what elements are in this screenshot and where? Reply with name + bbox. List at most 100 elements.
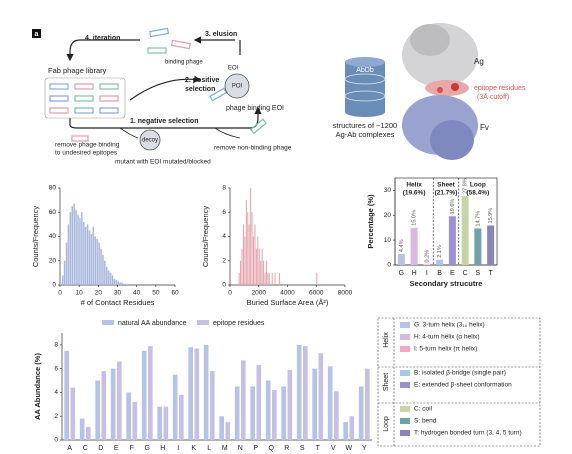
x-tick-label: V [331, 445, 336, 452]
histogram-bar [61, 275, 64, 285]
histogram-bar [251, 212, 253, 285]
remove-undesired-label: remove phage binding [55, 142, 120, 149]
bar [241, 360, 246, 440]
legend-label: I: 5-turn helix (π helix) [414, 346, 477, 353]
histogram-bar [92, 226, 95, 285]
legend-label: G: 3-turn helix (3₁₀ helix) [414, 322, 485, 329]
bar [410, 227, 418, 265]
epitope [437, 87, 443, 93]
histogram-bar [255, 248, 257, 285]
panel-label-box [32, 29, 41, 38]
histogram-bar [258, 248, 260, 285]
histogram-bar [254, 224, 256, 285]
bar [117, 361, 122, 440]
epitope [425, 80, 469, 96]
group-label: Loop [470, 182, 486, 189]
x-tick-label: 10 [76, 290, 84, 297]
histogram-bar [257, 236, 259, 285]
bar [163, 406, 169, 440]
x-tick-label: K [191, 445, 196, 452]
panel-label: a [35, 31, 39, 38]
fv-label: Fv [480, 123, 489, 132]
y-tick-label: 6 [222, 209, 226, 216]
histogram-bar [69, 212, 72, 285]
legend-swatch [102, 320, 114, 325]
x-tick-label: H [160, 445, 165, 452]
histogram-bar [107, 270, 110, 285]
value-label: 0.2% [424, 250, 430, 263]
db-body [345, 62, 385, 112]
bar [474, 228, 482, 265]
bar [101, 371, 107, 440]
bar [436, 259, 444, 265]
library-label: Fab phage library [48, 66, 107, 75]
x-tick-label: 4000 [280, 290, 295, 297]
legend-swatch [400, 334, 410, 340]
x-tick-label: M [222, 445, 228, 452]
x-tick-label: I [177, 445, 179, 452]
histogram-bar [250, 188, 252, 285]
x-tick-label: 20 [95, 290, 103, 297]
bar [272, 390, 277, 440]
bar [343, 422, 348, 440]
x-tick-label: L [207, 445, 211, 452]
histogram-bar [104, 260, 106, 285]
legend-swatch [400, 406, 410, 412]
elusion-label: 3. elusion [205, 31, 237, 38]
x-tick-label: 50 [152, 290, 160, 297]
x-tick-label: B [437, 270, 442, 277]
histogram-bar [109, 272, 112, 285]
histogram-bar [238, 272, 240, 285]
histogram-bar [121, 282, 123, 285]
database: AbDb structures of ~1200 Ag-Ab complexes [333, 57, 397, 139]
histogram-bar [247, 212, 249, 285]
y-tick-label: 0 [222, 282, 226, 289]
epitope-label: (3Å cutoff) [477, 92, 509, 101]
value-label: 27.8% [463, 178, 469, 194]
x-tick-label: C [83, 445, 88, 452]
x-axis-label: Buried Surface Area (Å²) [247, 298, 329, 307]
x-tick-label: H [412, 270, 417, 277]
histogram-bar [102, 254, 104, 285]
group-label: Sheet [437, 182, 456, 189]
histogram-bar [79, 218, 81, 285]
poi-circle [224, 73, 250, 99]
epitope [451, 83, 459, 91]
y-axis-label: Percentage (%) [366, 194, 375, 249]
histogram-bar [316, 272, 318, 285]
y-axis-label: AA Abundance (%) [33, 353, 42, 420]
bar [179, 394, 184, 440]
histogram-bar [90, 234, 93, 285]
histogram-bar [274, 272, 276, 285]
value-label: 2.1% [437, 245, 443, 258]
bar [157, 406, 162, 440]
histogram-bar [60, 282, 62, 285]
db-bottom [345, 107, 385, 117]
bar [234, 386, 240, 440]
histogram-bar [83, 221, 85, 285]
x-tick-label: S [300, 445, 305, 452]
histogram-bar [67, 224, 70, 285]
protein-structure: Ag epitope residues (3Å cutoff) Fv [402, 23, 526, 160]
bar [312, 368, 317, 440]
plot-frame [394, 177, 498, 266]
decoy-arrow [119, 127, 139, 139]
histogram-bar [244, 236, 246, 285]
histogram-bar [65, 242, 68, 285]
histogram-bar [271, 272, 273, 285]
histogram-bar [96, 238, 98, 285]
histogram-bar [88, 230, 91, 285]
histogram-bar [267, 272, 269, 285]
library-box [44, 77, 126, 119]
y-tick-label: 8 [54, 342, 58, 349]
remove-undesired-label: to undesired epitopes [55, 150, 118, 157]
epitope-label: epitope residues [474, 85, 526, 92]
histogram-bar [123, 283, 125, 285]
x-tick-label: C [463, 270, 468, 277]
bar [397, 254, 405, 265]
positive-arrow [129, 75, 202, 101]
bar [95, 380, 100, 440]
legend-label: E: extended β-sheet conformation [414, 382, 512, 389]
histogram-bar [125, 283, 127, 285]
y-tick-label: 8 [222, 185, 226, 192]
